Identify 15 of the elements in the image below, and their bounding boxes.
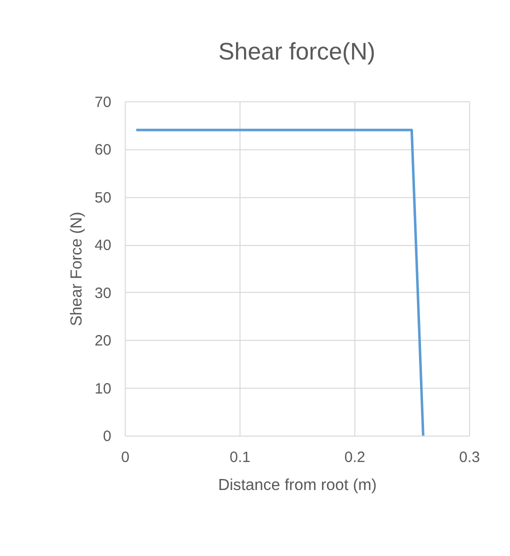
x-axis-title: Distance from root (m) (218, 477, 377, 494)
y-tick-label: 60 (94, 142, 112, 159)
y-tick-label: 50 (94, 189, 112, 206)
chart-title: Shear force(N) (218, 38, 376, 66)
y-axis-title: Shear Force (N) (68, 212, 86, 326)
x-tick-label: 0.2 (344, 449, 366, 466)
x-tick-label: 0.3 (459, 449, 480, 466)
y-tick-label: 20 (94, 332, 112, 350)
x-tick-label: 0 (121, 449, 130, 466)
x-tick-label: 0.1 (230, 449, 250, 466)
y-tick-label: 40 (94, 237, 112, 254)
y-tick-label: 70 (94, 94, 112, 111)
y-tick-label: 30 (94, 284, 112, 302)
y-tick-label: 10 (94, 380, 112, 398)
y-tick-label: 0 (102, 428, 112, 446)
